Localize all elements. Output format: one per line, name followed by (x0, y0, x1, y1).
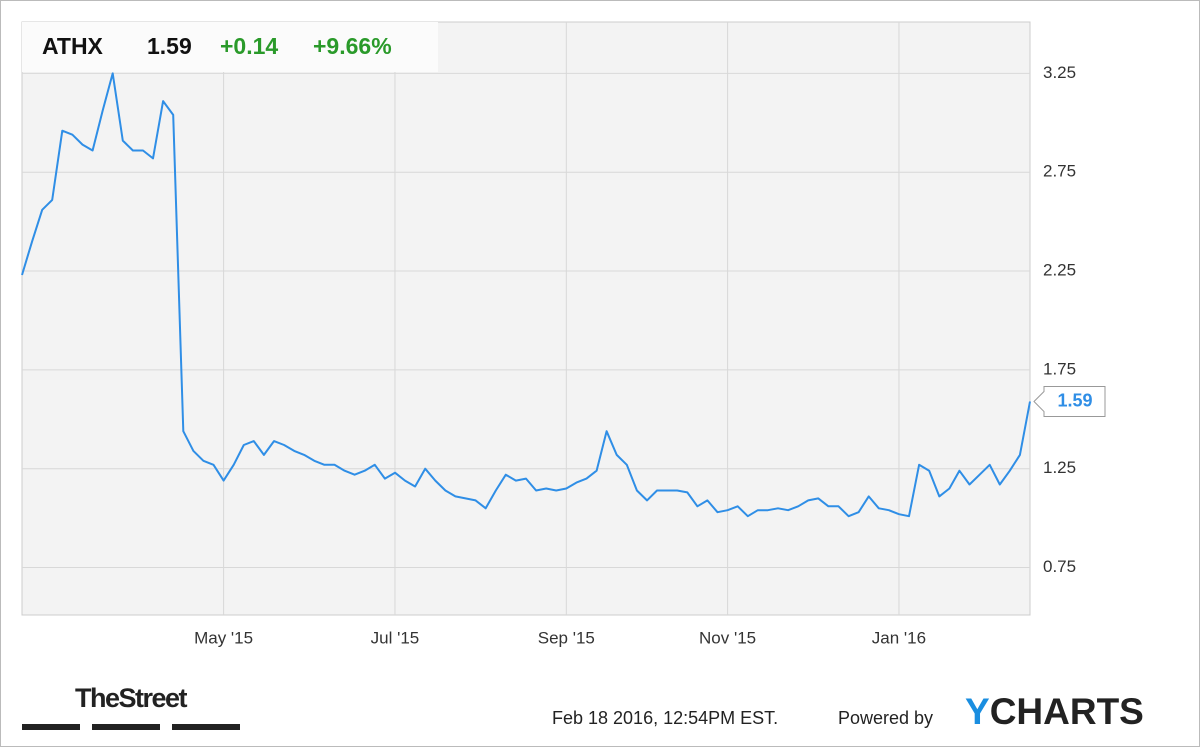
powered-by: Powered by (838, 708, 933, 728)
grid (22, 22, 1030, 615)
x-tick-label: Jul '15 (371, 628, 420, 647)
header-box (22, 22, 438, 72)
brand-y: Y (965, 691, 990, 732)
logo-bar (22, 724, 80, 730)
y-tick-label: 2.75 (1043, 162, 1076, 181)
price: 1.59 (147, 33, 192, 59)
x-tick-label: Nov '15 (699, 628, 756, 647)
brand-rest: CHARTS (990, 691, 1144, 732)
logo-bar (172, 724, 240, 730)
x-tick-label: May '15 (194, 628, 253, 647)
logo-bar (92, 724, 160, 730)
y-tick-label: 3.25 (1043, 63, 1076, 82)
change: +0.14 (220, 33, 278, 59)
source-logo: TheStreet (75, 683, 188, 713)
change-pct: +9.66% (313, 33, 392, 59)
price-line (21, 72, 1031, 518)
y-tick-label: 1.75 (1043, 359, 1076, 378)
last-value-label: 1.59 (1057, 390, 1092, 410)
brand-logo: YCHARTS (965, 691, 1144, 732)
y-tick-label: 1.25 (1043, 458, 1076, 477)
x-tick-label: Sep '15 (538, 628, 595, 647)
ticker: ATHX (42, 33, 104, 59)
y-tick-label: 0.75 (1043, 557, 1076, 576)
last-value-box (1033, 386, 1106, 418)
x-tick-label: Jan '16 (872, 628, 926, 647)
plot-area (21, 21, 1031, 616)
y-tick-label: 2.25 (1043, 261, 1076, 280)
timestamp: Feb 18 2016, 12:54PM EST. (552, 708, 778, 728)
